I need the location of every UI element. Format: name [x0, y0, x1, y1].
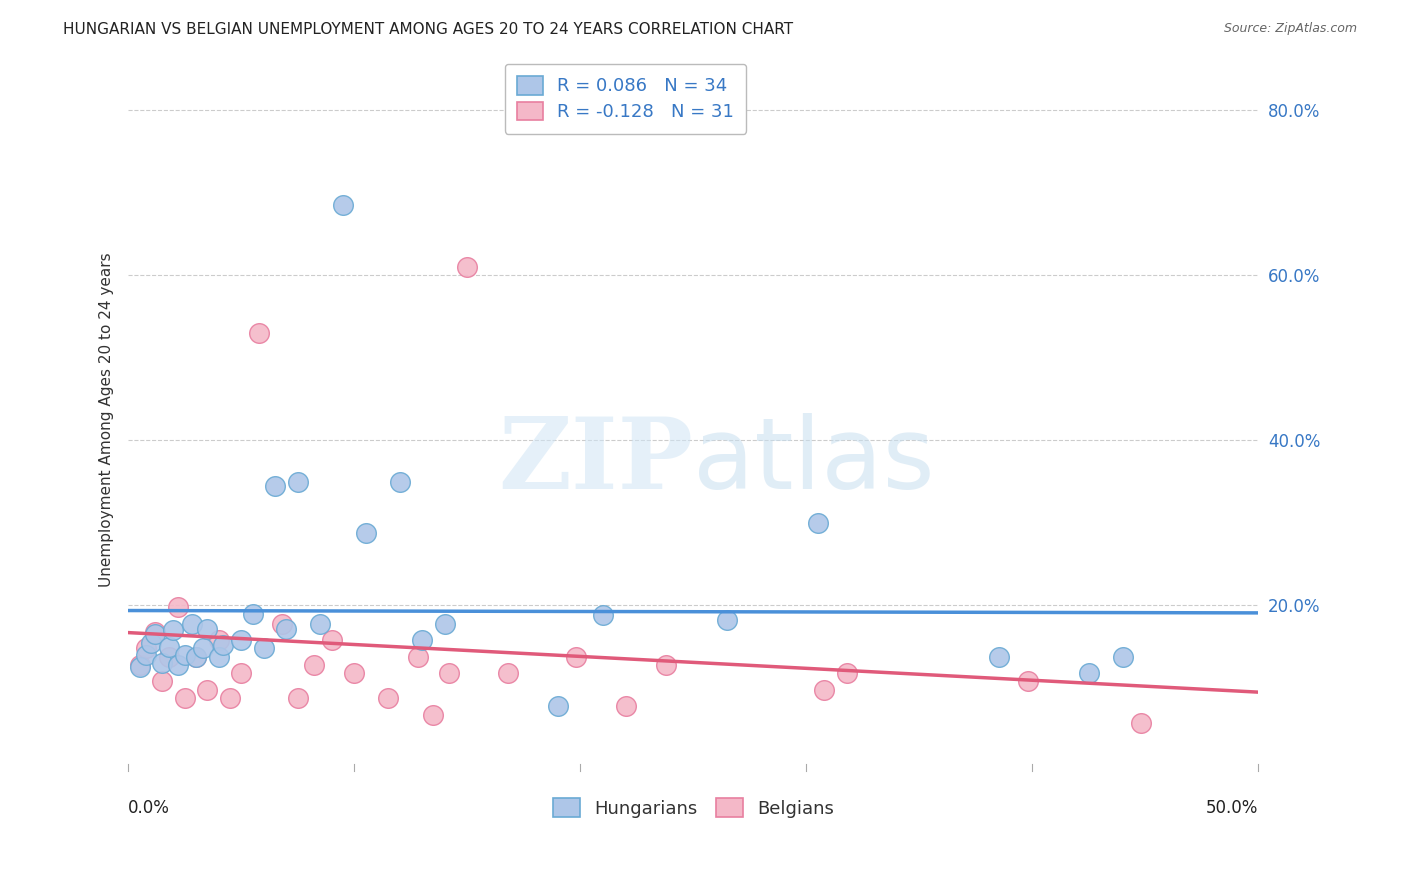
Point — [184, 649, 207, 664]
Point — [231, 633, 253, 648]
Point — [287, 475, 309, 489]
Point — [219, 691, 242, 706]
Point — [184, 649, 207, 664]
Point — [835, 666, 858, 681]
Point — [157, 649, 180, 664]
Point — [180, 616, 202, 631]
Text: ZIP: ZIP — [499, 413, 693, 510]
Point — [439, 666, 461, 681]
Point — [173, 691, 195, 706]
Point — [343, 666, 366, 681]
Text: HUNGARIAN VS BELGIAN UNEMPLOYMENT AMONG AGES 20 TO 24 YEARS CORRELATION CHART: HUNGARIAN VS BELGIAN UNEMPLOYMENT AMONG … — [63, 22, 793, 37]
Point — [139, 635, 162, 649]
Text: 0.0%: 0.0% — [128, 798, 170, 817]
Text: Source: ZipAtlas.com: Source: ZipAtlas.com — [1223, 22, 1357, 36]
Point — [987, 649, 1010, 664]
Point — [377, 691, 399, 706]
Point — [614, 699, 637, 714]
Point — [264, 478, 287, 492]
Point — [422, 707, 444, 722]
Point — [388, 475, 411, 489]
Point — [592, 608, 614, 623]
Point — [150, 674, 173, 689]
Text: atlas: atlas — [693, 413, 935, 510]
Point — [247, 326, 270, 340]
Point — [135, 648, 157, 662]
Point — [167, 657, 190, 672]
Point — [195, 682, 218, 697]
Point — [271, 616, 294, 631]
Point — [167, 600, 190, 615]
Point — [565, 649, 588, 664]
Point — [208, 649, 231, 664]
Point — [145, 627, 167, 641]
Point — [208, 633, 231, 648]
Point — [411, 633, 433, 648]
Point — [655, 657, 678, 672]
Point — [191, 641, 214, 656]
Point — [145, 624, 167, 639]
Point — [157, 640, 180, 654]
Point — [231, 666, 253, 681]
Point — [354, 525, 377, 540]
Point — [128, 660, 150, 674]
Point — [807, 516, 830, 530]
Point — [1112, 649, 1135, 664]
Point — [287, 691, 309, 706]
Point — [150, 657, 173, 671]
Point — [716, 613, 738, 627]
Point — [1077, 666, 1099, 681]
Point — [276, 622, 298, 636]
Point — [195, 622, 218, 636]
Text: 50.0%: 50.0% — [1206, 798, 1258, 817]
Point — [242, 607, 264, 621]
Point — [1129, 715, 1152, 730]
Point — [321, 633, 343, 648]
Point — [813, 682, 835, 697]
Point — [302, 657, 325, 672]
Point — [496, 666, 519, 681]
Point — [433, 616, 456, 631]
Point — [456, 260, 478, 274]
Point — [547, 699, 569, 714]
Y-axis label: Unemployment Among Ages 20 to 24 years: Unemployment Among Ages 20 to 24 years — [100, 252, 114, 587]
Point — [253, 641, 276, 656]
Point — [162, 624, 184, 638]
Point — [332, 198, 354, 212]
Point — [1017, 674, 1039, 689]
Legend: Hungarians, Belgians: Hungarians, Belgians — [546, 791, 841, 825]
Point — [128, 657, 150, 672]
Point — [212, 638, 235, 652]
Point — [135, 641, 157, 656]
Point — [406, 649, 429, 664]
Point — [309, 616, 332, 631]
Point — [173, 648, 195, 662]
